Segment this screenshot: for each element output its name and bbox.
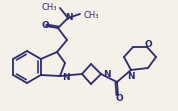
Text: N: N: [62, 72, 70, 81]
Text: O: O: [41, 21, 49, 30]
Text: CH₃: CH₃: [83, 11, 98, 20]
Text: O: O: [115, 93, 123, 102]
Text: N: N: [65, 14, 73, 23]
Text: CH₃: CH₃: [41, 3, 57, 12]
Text: N: N: [103, 69, 111, 78]
Text: N: N: [127, 72, 135, 81]
Text: O: O: [144, 40, 152, 49]
